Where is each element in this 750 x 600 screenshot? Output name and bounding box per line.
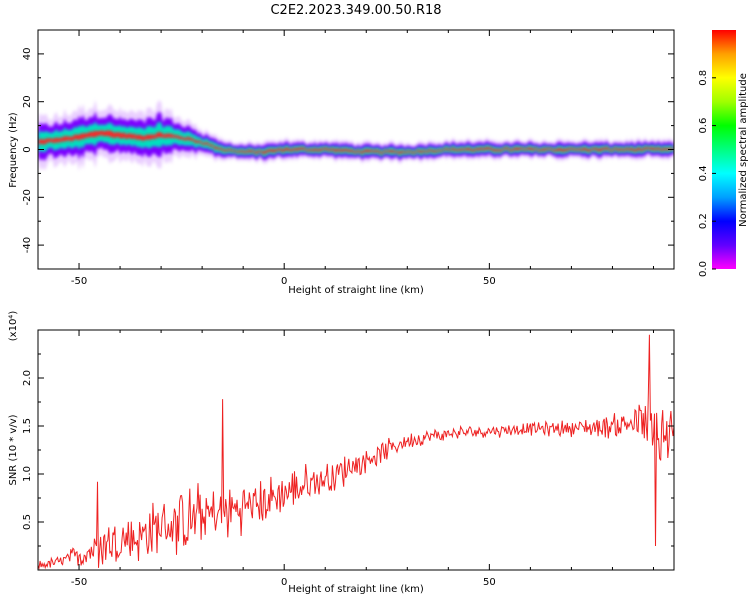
snr-series-line (38, 334, 674, 570)
y-tick-label: 20 (22, 95, 33, 108)
y-tick-label: 1.0 (22, 466, 33, 482)
x-tick-label: 0 (281, 276, 287, 287)
colorbar-label: Normalized spectral amplitude (738, 73, 749, 227)
colorbar: 0.0 0.2 0.4 0.6 0.8 Normalized spectral ampl… (698, 30, 749, 277)
colorbar-tick-label: 0.6 (698, 118, 709, 134)
colorbar-ticks: 0.0 0.2 0.4 0.6 0.8 (698, 70, 716, 277)
snr-y-multiplier: (x10⁴) (8, 311, 19, 342)
y-tick-label: 0 (22, 146, 33, 152)
colorbar-tick-label: 0.0 (698, 261, 709, 277)
colorbar-tick-label: 0.4 (698, 165, 709, 181)
trace-core (38, 130, 674, 155)
snr-panel: -50 0 50 0.5 1.0 1.5 2.0 Height of straight l… (8, 311, 675, 595)
snr-y-axis: 0.5 1.0 1.5 2.0 (22, 329, 674, 571)
y-tick-label: 1.5 (22, 418, 33, 434)
colorbar-tick-label: 0.8 (698, 70, 709, 86)
y-tick-label: -40 (22, 237, 33, 253)
x-tick-label: 50 (483, 276, 496, 287)
spectrogram-trace (38, 99, 674, 171)
spectrogram-y-label: Frequency (Hz) (8, 112, 19, 188)
snr-x-axis: -50 0 50 (37, 330, 654, 588)
x-tick-label: -50 (71, 577, 87, 588)
y-tick-label: 40 (22, 48, 33, 61)
figure-title: C2E2.2023.349.00.50.R18 (270, 3, 441, 18)
snr-y-label: SNR (10 * v/v) (8, 414, 19, 485)
spectrogram-y-axis: -40 -20 0 20 40 (22, 29, 674, 270)
colorbar-gradient (712, 30, 736, 269)
y-tick-label: -20 (22, 189, 33, 205)
x-tick-label: -50 (71, 276, 87, 287)
colorbar-tick-label: 0.2 (698, 213, 709, 229)
spectrogram-x-label: Height of straight line (km) (288, 285, 424, 296)
snr-x-label: Height of straight line (km) (288, 584, 424, 595)
x-tick-label: 50 (483, 577, 496, 588)
spectrogram-x-axis: -50 0 50 (37, 30, 654, 287)
y-tick-label: 2.0 (22, 370, 33, 386)
x-tick-label: 0 (281, 577, 287, 588)
y-tick-label: 0.5 (22, 514, 33, 530)
spectrogram-panel: -50 0 50 -40 -20 0 20 40 Height of straight li… (8, 29, 675, 296)
